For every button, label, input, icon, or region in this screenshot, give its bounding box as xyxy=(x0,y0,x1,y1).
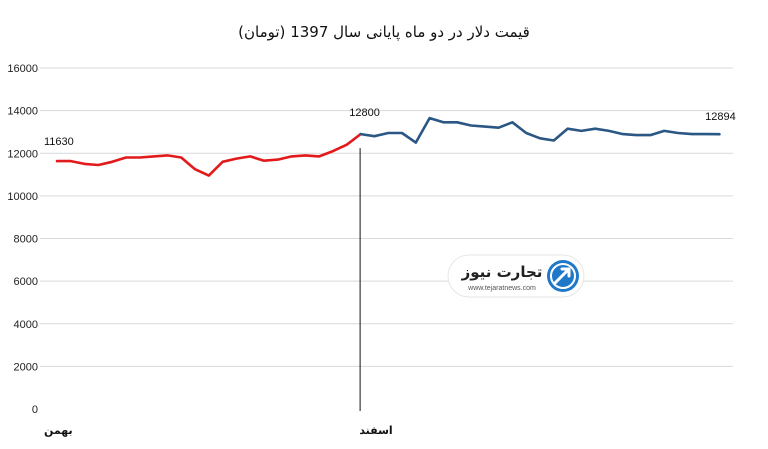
y-tick-label: 8000 xyxy=(14,234,38,246)
series-group xyxy=(55,116,721,177)
y-tick-label: 0 xyxy=(32,404,38,416)
tejaratnews-logo: تجارت نیوز www.tejaratnews.com xyxy=(447,254,585,298)
y-tick-label: 10000 xyxy=(7,191,38,203)
y-tick-label: 16000 xyxy=(7,63,38,75)
y-tick-label: 6000 xyxy=(14,276,38,288)
logo-url-text: www.tejaratnews.com xyxy=(467,285,536,292)
y-tick-label: 2000 xyxy=(14,361,38,373)
series-line-2 xyxy=(359,116,721,144)
y-tick-label: 14000 xyxy=(7,106,38,118)
month-label: اسفند xyxy=(359,424,392,437)
month-label: بهمن xyxy=(44,424,73,437)
chart-title: قیمت دلار در دو ماه پایانی سال 1397 (توم… xyxy=(238,23,530,42)
month-labels: بهمن اسفند xyxy=(44,424,393,437)
data-label: 12894 xyxy=(705,111,736,123)
logo-brand-text: تجارت نیوز xyxy=(461,263,543,281)
data-label: 11630 xyxy=(44,136,74,148)
y-tick-label: 4000 xyxy=(14,319,38,331)
y-tick-label: 12000 xyxy=(7,148,38,160)
logo-badge xyxy=(447,254,585,298)
arrow-up-icon xyxy=(553,267,571,285)
data-labels: 11630 12800 12894 xyxy=(44,107,736,148)
data-label: 12800 xyxy=(349,107,380,119)
y-axis-ticks: 0 2000 4000 6000 8000 10000 12000 14000 16000 xyxy=(7,63,38,416)
gridlines xyxy=(40,67,733,367)
series-line-1 xyxy=(55,132,362,177)
